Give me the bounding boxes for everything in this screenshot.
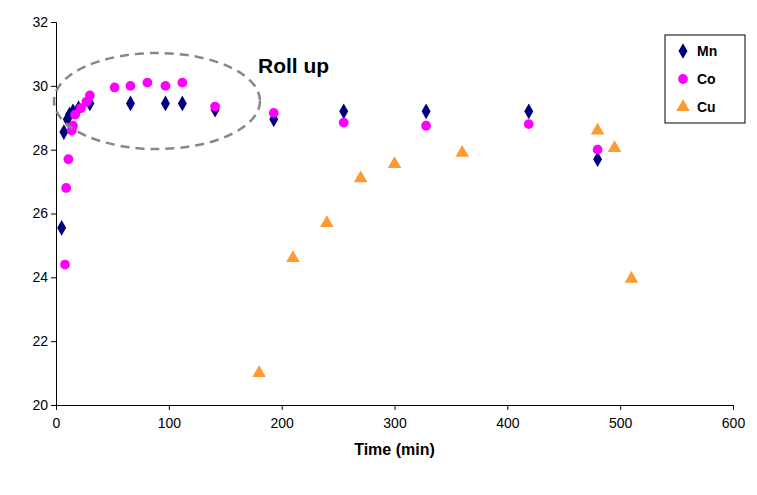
x-axis-line [57,406,734,411]
y-axis: 20 22 24 26 28 30 32 [32,14,56,413]
x-tick-label: 200 [270,415,294,431]
point [57,220,66,236]
point [143,78,153,88]
x-tick-mark [395,405,396,410]
x-tick-mark [620,405,621,410]
y-tick: 28 [32,142,56,158]
series-cu [252,123,638,377]
point [126,96,135,112]
x-tick: 400 [496,405,520,431]
y-tick: 24 [32,269,56,285]
y-axis-line [51,23,57,406]
y-tick-mark [51,277,56,278]
legend-marker [678,74,688,84]
x-tick: 0 [53,405,61,431]
y-tick-label: 22 [32,333,48,349]
point [85,91,95,101]
x-tick: 600 [722,405,746,431]
y-tick-mark [51,150,56,151]
legend-marker [676,99,690,111]
point [177,78,187,88]
legend-box [665,35,745,123]
y-tick: 26 [32,205,56,221]
x-tick-label: 300 [383,415,407,431]
point [211,102,220,118]
legend-label: Co [697,71,716,87]
legend-label: Cu [697,99,716,115]
y-tick-mark [51,22,56,23]
y-tick: 32 [32,14,56,30]
x-tick-label: 500 [609,415,633,431]
x-tick: 500 [609,405,633,431]
legend-label: Mn [697,43,717,59]
point [178,96,187,112]
x-tick-label: 100 [158,415,182,431]
y-tick-label: 30 [32,78,48,94]
point [286,250,300,262]
point [625,271,639,283]
point [354,171,368,183]
x-tick: 100 [158,405,182,431]
point [524,104,533,120]
x-tick-mark [282,405,283,410]
point [161,96,170,112]
y-tick-mark [51,86,56,87]
point [591,123,605,135]
point [339,118,349,128]
point [339,104,348,120]
x-tick-mark [507,405,508,410]
y-tick-mark [51,341,56,342]
point [388,156,402,168]
x-tick: 200 [270,405,294,431]
point [61,183,71,193]
x-axis-title: Time (min) [354,441,435,458]
point [252,365,266,377]
point [320,215,334,227]
y-tick-label: 32 [32,14,48,30]
annotation-ellipse [54,53,260,149]
y-tick: 22 [32,333,56,349]
x-axis: 0 100 200 300 400 500 600 [53,405,746,431]
y-tick-label: 28 [32,142,48,158]
point [110,83,120,93]
y-tick-mark [51,214,56,215]
point [161,81,171,91]
y-tick-label: 26 [32,205,48,221]
y-tick: 30 [32,78,56,94]
point [210,102,220,112]
y-tick-label: 20 [32,397,48,413]
point [455,145,469,157]
x-tick-mark [169,405,170,410]
point [60,260,70,270]
x-tick-label: 600 [722,415,746,431]
x-tick: 300 [383,405,407,431]
annotation: Roll up [258,54,329,77]
series-co [60,78,602,270]
y-tick-label: 24 [32,269,48,285]
point [126,81,136,91]
point [608,140,622,152]
chart: 0 100 200 300 400 500 600 20 22 24 26 28 30 32 Roll up… [0,0,757,495]
x-tick-label: 0 [53,415,61,431]
legend: Mn Co Cu [665,35,745,123]
legend-marker [679,43,688,59]
data-layer [57,78,638,377]
point [269,108,279,118]
x-tick-label: 400 [496,415,520,431]
point [422,104,431,120]
plot: 0 100 200 300 400 500 600 20 22 24 26 28 30 32 Roll up [32,14,745,431]
point [593,145,603,155]
point [524,119,534,129]
y-tick: 20 [32,397,56,413]
point [64,154,74,164]
point [421,121,431,131]
series-mn [57,96,602,236]
y-tick-mark [51,405,56,406]
x-tick-mark [733,405,734,410]
